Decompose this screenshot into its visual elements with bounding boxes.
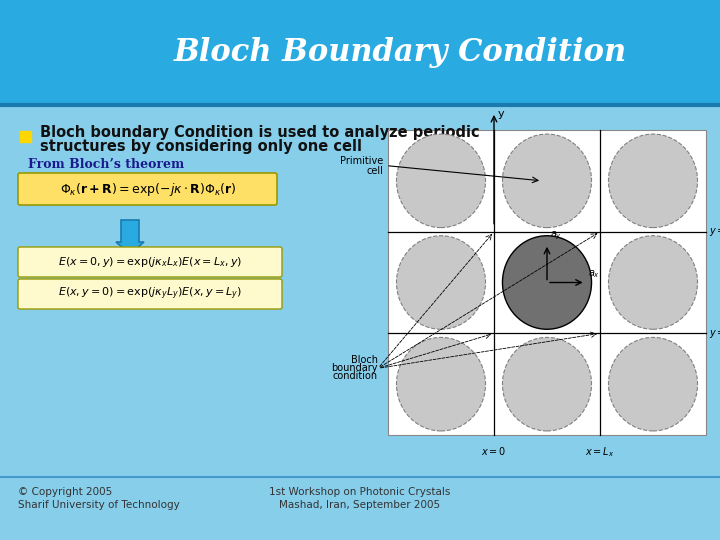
Text: $a_x$: $a_x$: [588, 269, 600, 280]
Text: Primitive: Primitive: [340, 156, 383, 166]
Text: boundary: boundary: [331, 363, 378, 373]
Ellipse shape: [397, 236, 485, 329]
Text: 1st Workshop on Photonic Crystals: 1st Workshop on Photonic Crystals: [269, 487, 451, 497]
Ellipse shape: [608, 338, 698, 431]
Bar: [20, 131, 31, 142]
Text: Mashad, Iran, September 2005: Mashad, Iran, September 2005: [279, 500, 441, 510]
Text: $E(x=0,y)=\exp(j\kappa_x L_x)E(x=L_x,y)$: $E(x=0,y)=\exp(j\kappa_x L_x)E(x=L_x,y)$: [58, 255, 242, 269]
FancyBboxPatch shape: [18, 173, 277, 205]
Text: Bloch Boundary Condition: Bloch Boundary Condition: [174, 37, 626, 69]
Ellipse shape: [397, 134, 485, 227]
Text: From Bloch’s theorem: From Bloch’s theorem: [28, 159, 184, 172]
Ellipse shape: [608, 236, 698, 329]
Text: $y=0$: $y=0$: [709, 326, 720, 340]
Text: $x=0$: $x=0$: [481, 445, 507, 457]
Bar: [388, 130, 706, 435]
Text: $E(x,y=0)=\exp(j\kappa_y L_y)E(x,y=L_y)$: $E(x,y=0)=\exp(j\kappa_y L_y)E(x,y=L_y)$: [58, 286, 242, 302]
Text: Bloch boundary Condition is used to analyze periodic: Bloch boundary Condition is used to anal…: [40, 125, 480, 139]
Ellipse shape: [503, 338, 592, 431]
Ellipse shape: [397, 338, 485, 431]
FancyBboxPatch shape: [18, 279, 282, 309]
Text: Bloch: Bloch: [351, 355, 378, 366]
Text: $a_y$: $a_y$: [550, 230, 562, 242]
Text: y: y: [498, 109, 505, 119]
Text: $y=L_y$: $y=L_y$: [709, 225, 720, 239]
Text: cell: cell: [366, 166, 383, 176]
Ellipse shape: [608, 134, 698, 227]
FancyArrow shape: [116, 220, 144, 254]
Ellipse shape: [503, 134, 592, 227]
Text: condition: condition: [333, 372, 378, 381]
Text: © Copyright 2005: © Copyright 2005: [18, 487, 112, 497]
Ellipse shape: [503, 236, 592, 329]
Bar: [0, 0, 720, 105]
FancyBboxPatch shape: [18, 247, 282, 277]
Text: $\Phi_\kappa(\mathbf{r+R})=\exp(-j\kappa\cdot\mathbf{R})\Phi_\kappa(\mathbf{r})$: $\Phi_\kappa(\mathbf{r+R})=\exp(-j\kappa…: [60, 180, 236, 198]
Text: structures by considering only one cell: structures by considering only one cell: [40, 139, 362, 154]
Text: Sharif University of Technology: Sharif University of Technology: [18, 500, 180, 510]
Text: $x=L_x$: $x=L_x$: [585, 445, 615, 459]
